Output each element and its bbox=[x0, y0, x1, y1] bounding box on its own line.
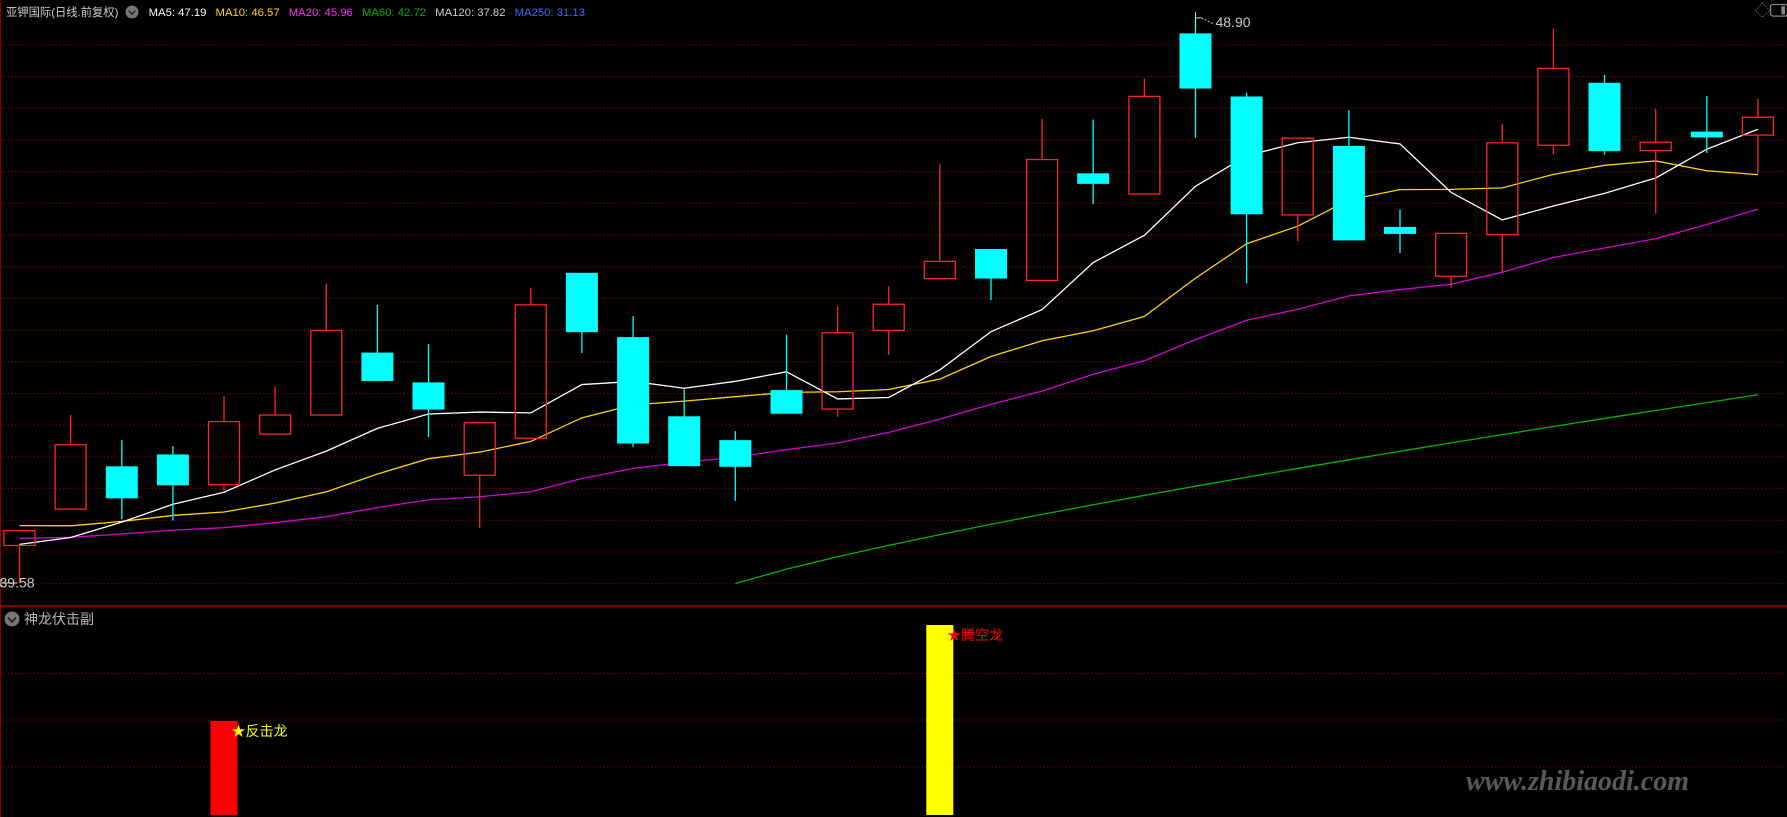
svg-text:39.58: 39.58 bbox=[0, 575, 35, 591]
svg-text:48.90: 48.90 bbox=[1216, 14, 1251, 30]
svg-text:★腾空龙: ★腾空龙 bbox=[947, 627, 1003, 643]
svg-text:★反击龙: ★反击龙 bbox=[232, 723, 288, 739]
